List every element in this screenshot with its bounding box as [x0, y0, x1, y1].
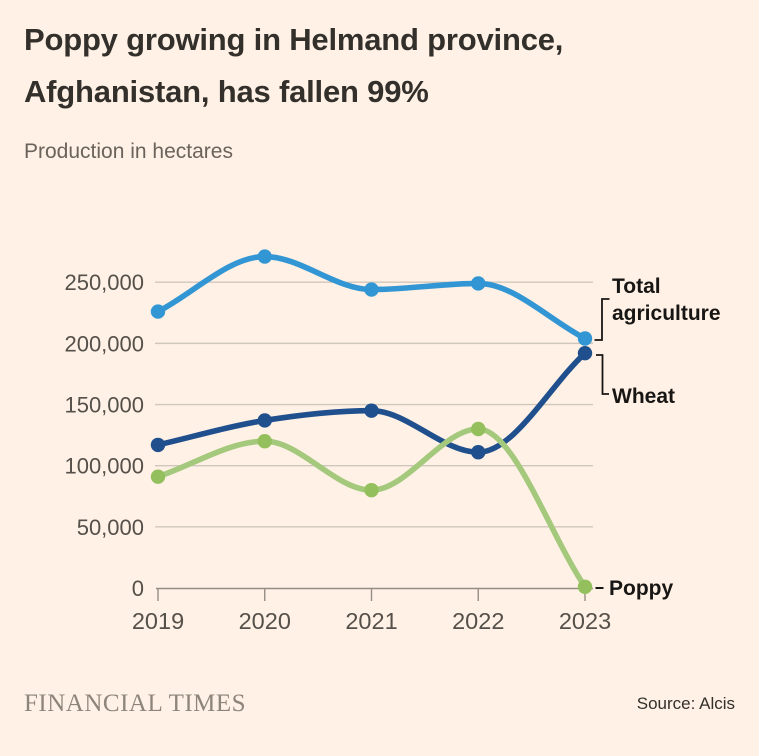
series-line-poppy	[155, 426, 588, 590]
chart-title: Poppy growing in Helmand province, Afgha…	[24, 22, 564, 109]
annotation-poppy: Poppy	[609, 577, 673, 600]
data-point-poppy	[471, 421, 486, 437]
data-point-wheat	[257, 413, 272, 428]
data-point-total-agriculture	[150, 304, 166, 319]
source-note: Source: Alcis	[636, 694, 735, 713]
chart-subtitle: Production in hectares	[24, 140, 233, 163]
data-point-total-agriculture	[257, 249, 272, 264]
chart-footer: FINANCIAL TIMES Source: Alcis	[24, 690, 735, 718]
y-axis-label: 250,000	[64, 270, 144, 295]
wheat-bracket	[596, 354, 609, 395]
y-axis-label: 200,000	[64, 331, 144, 356]
annotation-wheat: Wheat	[612, 385, 675, 408]
x-axis-label: 2019	[132, 608, 184, 634]
data-point-poppy	[257, 434, 272, 449]
x-axis-label: 2020	[239, 608, 291, 634]
series-line-wheat	[155, 350, 588, 456]
series-line-total-agriculture	[155, 253, 588, 342]
data-point-total-agriculture	[471, 276, 486, 291]
x-axis-label: 2023	[559, 608, 611, 634]
y-axis-label: 50,000	[77, 515, 144, 540]
x-axis-label: 2021	[345, 608, 397, 634]
data-point-wheat	[471, 445, 486, 460]
chart-header: Poppy growing in Helmand province, Afgha…	[24, 14, 672, 164]
data-point-wheat	[577, 345, 593, 361]
total-agriculture-bracket	[594, 298, 610, 341]
data-point-total-agriculture	[364, 282, 379, 297]
data-point-total-agriculture	[577, 331, 593, 346]
x-axis-label: 2022	[452, 608, 504, 634]
ft-logo: FINANCIAL TIMES	[24, 690, 247, 717]
data-point-poppy	[364, 482, 379, 498]
y-axis-label: 150,000	[64, 393, 144, 418]
y-axis-label: 0	[132, 576, 144, 601]
data-point-wheat	[364, 403, 379, 418]
data-point-poppy	[150, 469, 166, 484]
data-point-poppy	[577, 579, 593, 594]
y-axis-label: 100,000	[64, 454, 144, 479]
annotation-total-agriculture: agriculture	[612, 302, 721, 325]
annotation-total-agriculture: Total	[612, 275, 661, 298]
data-point-wheat	[150, 437, 166, 453]
